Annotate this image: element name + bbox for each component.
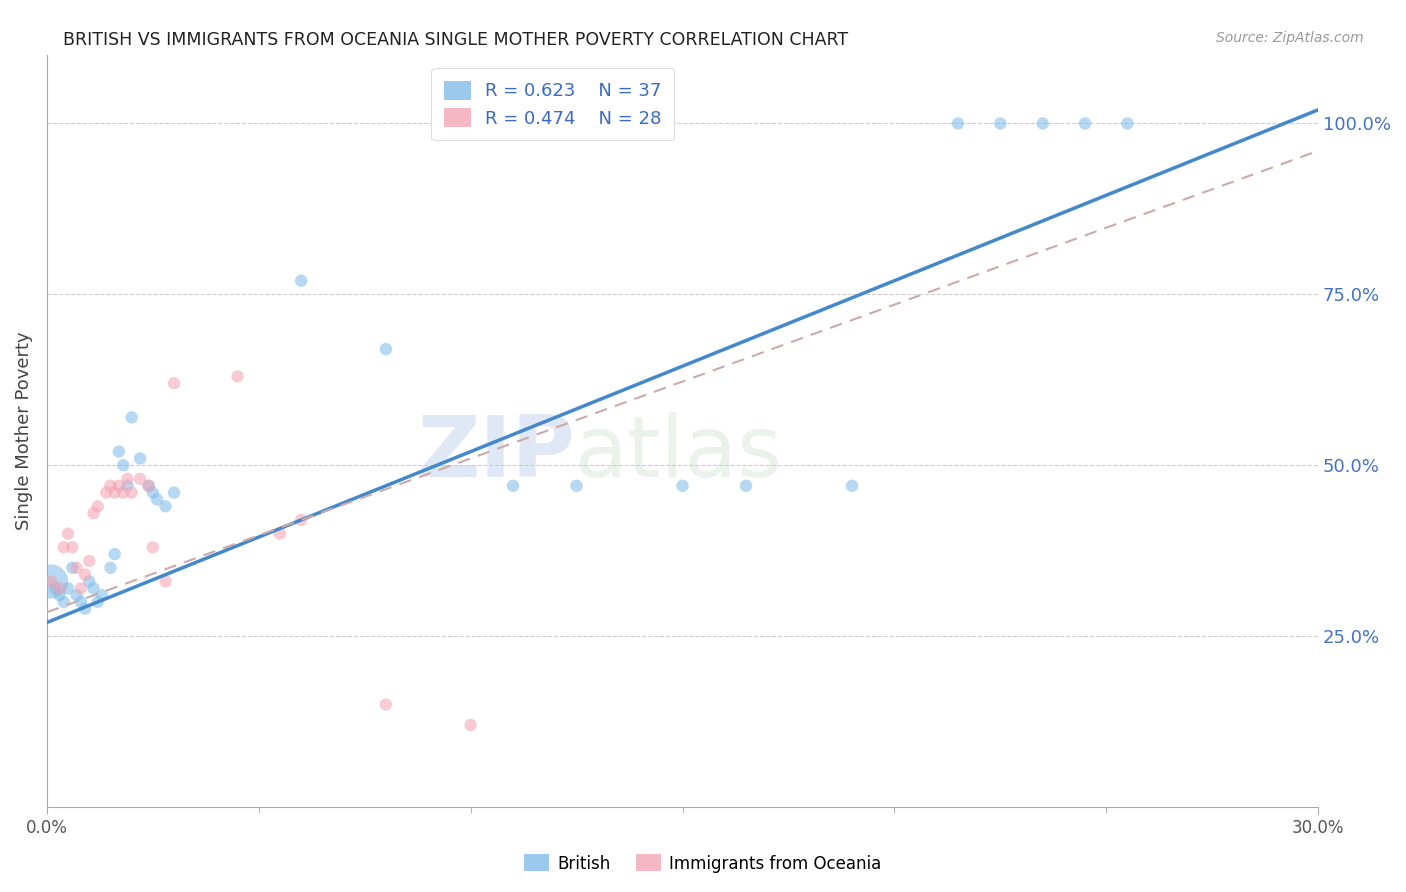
Point (226, 369, 249, 384)
Point (108, 444, 131, 458)
Point (60, 561, 83, 575)
Point (100, 561, 122, 575)
Point (671, 479, 693, 493)
Point (91, 588, 114, 602)
Point (155, 574, 177, 589)
Point (52, 541, 75, 555)
Point (163, 485, 186, 500)
Text: Source: ZipAtlas.com: Source: ZipAtlas.com (1216, 31, 1364, 45)
Point (1074, 116, 1097, 130)
Point (988, 116, 1011, 130)
Point (117, 479, 139, 493)
Point (56, 526, 79, 541)
Point (129, 451, 152, 466)
Point (48, 582, 70, 596)
Point (1032, 116, 1054, 130)
Point (565, 479, 588, 493)
Point (841, 479, 863, 493)
Text: ZIP: ZIP (416, 412, 575, 495)
Point (83, 582, 105, 596)
Point (65, 561, 87, 575)
Point (56, 582, 79, 596)
Point (39, 574, 62, 589)
Point (69, 595, 91, 609)
Point (374, 698, 396, 712)
Point (290, 274, 312, 288)
Point (73, 567, 96, 582)
Point (155, 500, 177, 514)
Text: BRITISH VS IMMIGRANTS FROM OCEANIA SINGLE MOTHER POVERTY CORRELATION CHART: BRITISH VS IMMIGRANTS FROM OCEANIA SINGL… (63, 31, 848, 49)
Point (163, 376, 186, 391)
Point (142, 485, 165, 500)
Point (77, 574, 100, 589)
Text: atlas: atlas (575, 412, 783, 495)
Point (946, 116, 969, 130)
Point (87, 595, 110, 609)
Point (65, 588, 87, 602)
Point (121, 410, 143, 425)
Point (112, 485, 135, 500)
Legend: British, Immigrants from Oceania: British, Immigrants from Oceania (517, 847, 889, 880)
Point (138, 479, 160, 493)
Point (77, 554, 100, 568)
Point (460, 718, 482, 732)
Point (96, 485, 118, 500)
Point (44, 582, 66, 596)
Point (269, 526, 291, 541)
Point (83, 506, 105, 520)
Point (69, 582, 91, 596)
Point (39, 574, 62, 589)
Point (146, 492, 169, 507)
Point (1116, 116, 1139, 130)
Point (117, 472, 139, 486)
Point (87, 500, 110, 514)
Point (60, 541, 83, 555)
Point (374, 342, 396, 356)
Point (73, 602, 96, 616)
Point (52, 595, 75, 609)
Point (138, 479, 160, 493)
Point (104, 547, 127, 561)
Point (290, 513, 312, 527)
Point (108, 479, 131, 493)
Point (735, 479, 758, 493)
Point (112, 458, 135, 473)
Point (48, 588, 70, 602)
Point (142, 541, 165, 555)
Point (100, 479, 122, 493)
Point (104, 485, 127, 500)
Legend: R = 0.623    N = 37, R = 0.474    N = 28: R = 0.623 N = 37, R = 0.474 N = 28 (430, 68, 673, 140)
Y-axis label: Single Mother Poverty: Single Mother Poverty (15, 332, 32, 531)
Point (129, 472, 152, 486)
Point (121, 485, 143, 500)
Point (502, 479, 524, 493)
